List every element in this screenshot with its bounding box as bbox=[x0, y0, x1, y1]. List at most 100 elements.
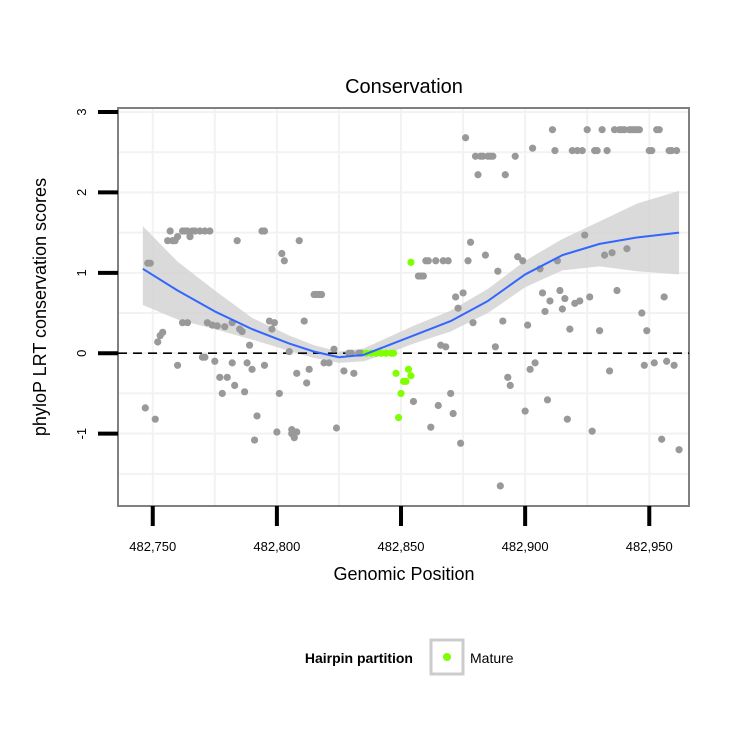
point-mature bbox=[402, 377, 410, 385]
point-other bbox=[303, 379, 311, 387]
point-other bbox=[260, 227, 269, 235]
smooth-line-layer bbox=[142, 231, 680, 359]
point-other bbox=[290, 434, 298, 442]
point-other bbox=[519, 257, 527, 265]
point-other bbox=[270, 319, 279, 327]
y-tick-label: 2 bbox=[74, 189, 89, 196]
point-other bbox=[275, 389, 283, 398]
x-tick-label: 482,900 bbox=[502, 539, 549, 554]
point-other bbox=[526, 365, 534, 373]
point-other bbox=[280, 257, 288, 265]
point-other bbox=[439, 257, 447, 265]
point-other bbox=[293, 369, 301, 377]
point-other bbox=[514, 253, 522, 261]
point-other bbox=[340, 367, 348, 375]
point-other bbox=[568, 147, 576, 155]
point-other bbox=[576, 297, 584, 305]
point-other bbox=[581, 231, 589, 239]
point-other bbox=[583, 126, 591, 134]
point-other bbox=[524, 321, 532, 329]
point-other bbox=[596, 327, 604, 335]
point-other bbox=[206, 227, 214, 235]
point-other bbox=[330, 345, 338, 353]
point-other bbox=[648, 147, 656, 155]
x-tick-label: 482,800 bbox=[253, 539, 300, 554]
legend-label-mature: Mature bbox=[470, 650, 514, 666]
point-other bbox=[675, 446, 683, 454]
point-other bbox=[638, 309, 646, 317]
point-other bbox=[325, 359, 333, 367]
point-mature bbox=[392, 369, 400, 377]
point-other bbox=[253, 412, 261, 420]
point-mature bbox=[404, 365, 413, 373]
point-other bbox=[432, 257, 440, 265]
point-other bbox=[655, 126, 663, 134]
point-other bbox=[471, 152, 480, 160]
point-other bbox=[635, 126, 643, 134]
point-other bbox=[573, 147, 581, 155]
point-other bbox=[241, 388, 249, 396]
point-other bbox=[663, 357, 671, 365]
point-other bbox=[496, 482, 504, 490]
point-mature bbox=[382, 349, 390, 357]
point-other bbox=[173, 361, 182, 369]
point-other bbox=[499, 317, 507, 325]
legend-key-mature bbox=[443, 653, 451, 661]
point-other bbox=[643, 327, 651, 335]
y-axis: -1 0 1 2 3 bbox=[74, 108, 118, 439]
point-other bbox=[449, 409, 457, 418]
legend: Hairpin partition Mature bbox=[305, 638, 514, 676]
point-other bbox=[350, 369, 358, 377]
point-other bbox=[243, 359, 251, 367]
point-other bbox=[650, 359, 658, 367]
point-other bbox=[250, 436, 259, 444]
point-other bbox=[501, 171, 509, 179]
point-other bbox=[541, 307, 549, 316]
point-other bbox=[620, 126, 629, 134]
point-mature bbox=[407, 258, 415, 266]
point-other bbox=[623, 245, 631, 253]
point-other bbox=[191, 227, 199, 235]
x-tick-label: 482,850 bbox=[378, 539, 425, 554]
point-other bbox=[466, 238, 475, 246]
point-other bbox=[231, 381, 239, 389]
point-other bbox=[332, 424, 341, 432]
y-tick-label: -1 bbox=[74, 428, 89, 440]
legend-title: Hairpin partition bbox=[305, 650, 413, 666]
point-other bbox=[457, 439, 465, 447]
chart-title: Conservation bbox=[345, 76, 463, 98]
point-other bbox=[178, 319, 187, 327]
point-other bbox=[305, 365, 313, 373]
point-other bbox=[479, 152, 487, 160]
point-mature bbox=[377, 349, 385, 357]
point-other bbox=[273, 428, 281, 436]
point-other bbox=[548, 126, 557, 134]
x-axis: 482,750 482,800 482,850 482,900 482,950 bbox=[129, 506, 673, 554]
point-other bbox=[293, 428, 301, 436]
point-other bbox=[424, 257, 432, 265]
point-mature bbox=[394, 413, 403, 422]
point-other bbox=[598, 126, 606, 134]
point-other bbox=[658, 435, 666, 443]
points-layer bbox=[141, 126, 683, 490]
point-other bbox=[543, 396, 552, 404]
point-other bbox=[531, 359, 539, 367]
point-other bbox=[452, 293, 460, 301]
point-other bbox=[216, 373, 224, 381]
point-other bbox=[196, 227, 204, 235]
point-other bbox=[660, 293, 668, 301]
point-other bbox=[586, 293, 594, 301]
point-other bbox=[186, 233, 194, 241]
point-other bbox=[223, 373, 231, 381]
confidence-band-layer bbox=[142, 190, 680, 363]
point-other bbox=[228, 359, 236, 367]
point-other bbox=[248, 365, 256, 373]
point-other bbox=[546, 297, 554, 305]
point-other bbox=[320, 359, 328, 367]
point-other bbox=[427, 423, 435, 431]
point-other bbox=[459, 289, 467, 297]
point-other bbox=[300, 317, 308, 325]
point-other bbox=[447, 389, 455, 398]
point-other bbox=[260, 361, 269, 369]
point-other bbox=[285, 348, 293, 356]
